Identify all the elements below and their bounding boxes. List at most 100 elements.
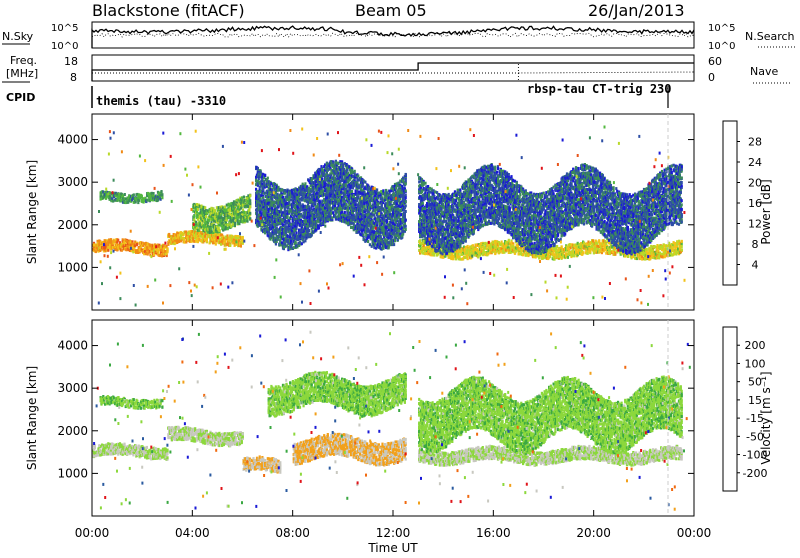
data-cell-band-1 (239, 244, 242, 248)
data-cell-band-3 (198, 220, 201, 224)
data-cell-band-4 (367, 240, 370, 243)
data-cell-band-4 (292, 215, 295, 218)
data-cell-band-4 (306, 216, 309, 220)
data-cell-band-1 (187, 231, 191, 235)
data-cell-band-4 (323, 165, 326, 169)
data-cell-band-0 (104, 249, 107, 253)
data-cell-band-0 (108, 238, 111, 242)
data-cell-band-1 (204, 234, 207, 238)
data-cell-band-4 (321, 199, 324, 203)
data-cell-band-2 (161, 196, 164, 200)
data-cell-band-0 (165, 253, 168, 257)
data-cell-band-4 (307, 206, 311, 209)
data-cell-band-3 (196, 215, 199, 219)
data-cell-band-2 (117, 195, 120, 199)
data-cell-band-4 (299, 218, 302, 222)
data-cell-band-2 (114, 194, 117, 198)
data-cell-band-4 (256, 203, 259, 207)
data-cell-band-1 (236, 242, 239, 246)
freq-bottom-tick: 8 (70, 71, 77, 84)
data-cell-band-3 (195, 220, 198, 224)
data-cell-band-4 (261, 177, 264, 181)
noise-search-line (91, 32, 695, 38)
frequency-panel: Freq. [MHz] 18 8 60 0 Nave (2, 54, 790, 84)
data-cell-band-2 (111, 197, 114, 201)
data-cell-band-0 (135, 250, 138, 254)
data-cell-band-2 (121, 194, 125, 198)
data-cell-band-4 (280, 202, 283, 206)
data-cell-band-0 (161, 254, 164, 258)
data-cell-band-4 (259, 197, 262, 201)
data-cell-band-4 (266, 176, 269, 180)
data-cell-band-3 (225, 203, 228, 207)
noise-sky-label: N.Sky (2, 30, 34, 43)
data-cell-band-4 (293, 227, 296, 230)
noise-sky-line (91, 25, 695, 48)
data-cell-band-4 (296, 197, 299, 201)
data-cell-band-3 (237, 210, 240, 214)
data-cell-band-1 (225, 237, 228, 241)
data-cell-band-4 (309, 207, 312, 211)
data-cell-band-4 (304, 182, 307, 186)
data-cell-band-4 (290, 240, 293, 243)
data-cell-band-2 (144, 196, 147, 200)
data-cell-band-4 (294, 229, 297, 233)
data-cell-band-4 (295, 218, 298, 221)
data-cell-band-2 (161, 194, 164, 197)
data-cell-band-2 (99, 195, 102, 199)
data-cell-band-4 (297, 188, 300, 192)
data-cell-band-4 (322, 222, 325, 226)
data-cell-band-2 (132, 193, 135, 197)
data-cell-band-3 (209, 213, 212, 217)
data-cell-band-4 (296, 193, 299, 197)
data-cell-band-4 (275, 227, 278, 231)
data-cell-band-3 (223, 217, 226, 221)
data-cell-band-4 (313, 190, 316, 194)
data-cell-band-3 (233, 205, 236, 209)
data-cell-band-4 (301, 220, 304, 223)
data-cell-band-4 (288, 195, 291, 199)
data-cell-band-3 (200, 206, 203, 210)
data-cell-band-4 (278, 204, 281, 208)
data-cell-band-4 (284, 231, 287, 235)
data-cell-band-4 (287, 206, 290, 210)
data-cell-band-0 (132, 250, 135, 254)
data-cell-band-3 (214, 209, 217, 213)
data-cell-band-4 (267, 180, 270, 184)
data-cell-band-3 (239, 211, 242, 215)
data-cell-band-4 (307, 226, 310, 230)
data-cell-band-1 (194, 230, 197, 234)
data-cell-band-3 (226, 227, 229, 231)
data-cell-band-0 (157, 245, 160, 249)
data-cell-band-0 (131, 242, 134, 246)
data-cell-band-4 (288, 200, 291, 204)
nave-bottom-tick: 0 (708, 71, 715, 84)
data-cell-band-4 (274, 212, 277, 216)
data-cell-band-2 (112, 199, 115, 203)
data-cell-band-1 (203, 233, 206, 236)
data-cell-band-0 (152, 249, 156, 253)
data-cell-band-3 (245, 197, 248, 201)
noise-panel: N.Sky 10^5 10^0 10^5 10^0 N.Search (2, 21, 795, 52)
data-cell-band-4 (264, 207, 268, 211)
data-cell-band-2 (156, 197, 160, 201)
data-cell-band-3 (201, 212, 204, 216)
data-cell-band-2 (152, 192, 155, 195)
data-cell-band-3 (235, 213, 238, 217)
data-cell-band-4 (291, 223, 294, 227)
data-cell-band-3 (241, 215, 244, 218)
data-cell-band-4 (309, 219, 312, 223)
data-cell-band-0 (160, 251, 163, 255)
data-cell-band-3 (230, 224, 233, 228)
data-cell-band-4 (295, 227, 298, 231)
data-cell-band-4 (322, 203, 325, 207)
data-cell-band-1 (191, 229, 194, 233)
data-cell-band-4 (313, 223, 316, 226)
data-cell-band-3 (204, 206, 207, 210)
data-cell-band-4 (266, 216, 269, 219)
data-cell-band-4 (294, 240, 297, 244)
data-cell-band-4 (281, 235, 285, 239)
data-cell-band-4 (292, 231, 295, 235)
data-cell-band-4 (255, 175, 258, 179)
data-cell-band-4 (322, 189, 325, 193)
